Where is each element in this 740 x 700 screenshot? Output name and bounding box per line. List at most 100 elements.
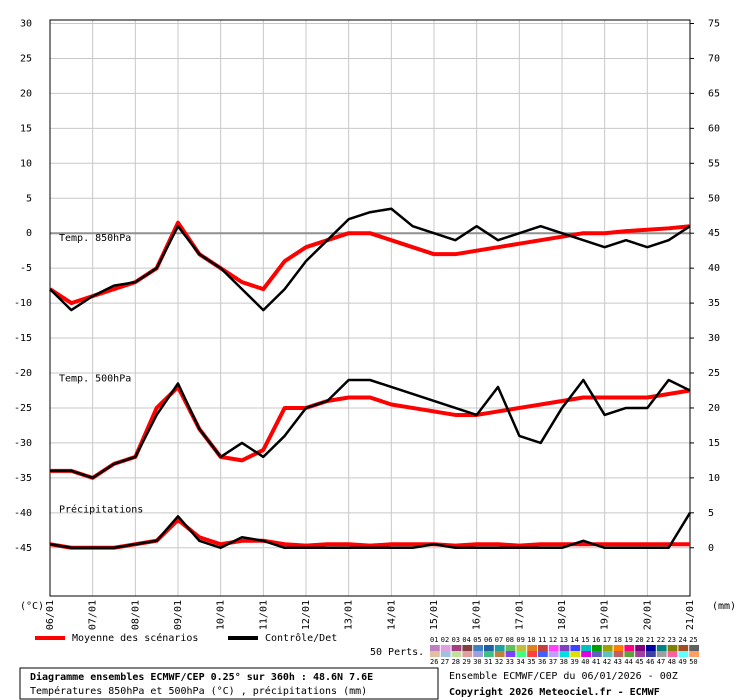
perturbation-label: 26 <box>430 658 438 666</box>
perturbation-label: 10 <box>527 636 535 644</box>
perturbation-label: 04 <box>462 636 470 644</box>
perturbation-swatch <box>635 645 645 651</box>
perturbation-label: 33 <box>506 658 514 666</box>
layer-label: Précipitations <box>59 503 143 515</box>
perturbation-label: 46 <box>646 658 654 666</box>
perturbation-label: 27 <box>441 658 449 666</box>
perturbation-label: 19 <box>624 636 632 644</box>
perturbation-label: 25 <box>689 636 697 644</box>
perturbation-swatch <box>440 651 451 657</box>
perturbation-label: 03 <box>452 636 460 644</box>
perturbation-label: 42 <box>603 658 611 666</box>
y2-tick-label: 65 <box>708 88 720 99</box>
x-tick-label: 14/01 <box>386 600 397 630</box>
footer-box <box>19 667 439 700</box>
y-tick-label: 0 <box>26 228 32 239</box>
series-line <box>50 378 691 480</box>
perturbation-swatch <box>602 645 613 651</box>
perturbation-label: 30 <box>473 658 481 666</box>
perturbation-swatch <box>538 651 548 657</box>
series-line <box>49 512 692 550</box>
perturbation-swatch <box>581 645 591 651</box>
perturbation-label: 35 <box>527 658 535 666</box>
y2-tick-label: 35 <box>708 298 720 309</box>
x-tick-label: 15/01 <box>429 600 440 630</box>
perturbations-label: 50 Perts. <box>370 647 424 658</box>
footer-subtitle: Températures 850hPa et 500hPa (°C) , pré… <box>30 685 367 697</box>
perturbation-label: 34 <box>516 658 524 666</box>
y2-tick-label: 5 <box>708 508 714 519</box>
perturbation-label: 11 <box>538 636 546 644</box>
perturbation-label: 22 <box>657 636 665 644</box>
perturbation-swatch <box>689 651 699 657</box>
perturbation-label: 16 <box>592 636 600 644</box>
perturbation-label: 43 <box>614 658 622 666</box>
y2-tick-label: 25 <box>708 368 720 379</box>
perturbation-swatch <box>559 651 570 657</box>
perturbation-swatch <box>494 645 505 651</box>
x-tick-label: 17/01 <box>514 600 525 630</box>
y2-tick-label: 20 <box>708 403 720 414</box>
perturbation-label: 05 <box>473 636 481 644</box>
perturbation-label: 15 <box>581 636 589 644</box>
perturbation-swatch <box>581 651 591 657</box>
series-line <box>49 207 691 312</box>
perturbation-swatch <box>592 651 602 657</box>
perturbation-swatch <box>462 651 473 657</box>
y-tick-label: -25 <box>14 403 32 414</box>
x-tick-label: 16/01 <box>472 600 483 630</box>
y2-axis-label: (mm) <box>712 601 736 612</box>
perturbation-swatch <box>473 651 483 657</box>
perturbation-swatch <box>505 651 516 657</box>
perturbation-swatch <box>430 645 440 651</box>
footer-title: Diagramme ensembles ECMWF/CEP 0.25° sur … <box>30 671 373 683</box>
perturbation-swatch <box>667 645 678 651</box>
perturbation-swatch <box>635 651 645 657</box>
y2-tick-label: 70 <box>708 53 720 64</box>
perturbation-swatch <box>570 645 581 651</box>
perturbation-label: 21 <box>646 636 654 644</box>
perturbation-label: 37 <box>549 658 557 666</box>
y-tick-label: -35 <box>14 473 32 484</box>
perturbation-swatch <box>646 651 656 657</box>
y2-tick-label: 0 <box>708 543 714 554</box>
perturbation-label: 31 <box>484 658 492 666</box>
perturbation-label: 39 <box>570 658 578 666</box>
y2-tick-label: 30 <box>708 333 720 344</box>
y-tick-label: -5 <box>20 263 32 274</box>
layer-label: Temp. 500hPa <box>59 374 131 385</box>
legend-label: Moyenne des scénarios <box>72 632 198 644</box>
y2-tick-label: 60 <box>708 123 720 134</box>
legend-label: Contrôle/Det <box>265 632 337 644</box>
perturbation-label: 48 <box>668 658 676 666</box>
perturbation-label: 36 <box>538 658 546 666</box>
plot-area <box>49 19 691 597</box>
perturbation-swatch <box>451 645 462 651</box>
y2-tick-label: 75 <box>708 18 720 29</box>
perturbation-label: 29 <box>462 658 470 666</box>
y2-tick-label: 40 <box>708 263 720 274</box>
perturbation-label: 49 <box>678 658 686 666</box>
perturbation-swatch <box>656 651 667 657</box>
perturbation-label: 09 <box>516 636 524 644</box>
perturbation-swatch <box>527 651 537 657</box>
perturbation-swatch <box>538 645 548 651</box>
perturbation-swatch <box>592 645 602 651</box>
perturbation-swatch <box>656 645 667 651</box>
perturbation-swatch <box>527 645 537 651</box>
perturbation-label: 07 <box>495 636 503 644</box>
perturbation-label: 45 <box>635 658 643 666</box>
perturbation-swatch <box>613 645 624 651</box>
x-tick-label: 20/01 <box>642 600 653 630</box>
y-tick-label: -10 <box>14 298 32 309</box>
perturbation-swatch <box>516 651 527 657</box>
perturbation-swatch <box>473 645 483 651</box>
perturbation-label: 47 <box>657 658 665 666</box>
y2-tick-label: 50 <box>708 193 720 204</box>
perturbation-label: 08 <box>506 636 514 644</box>
perturbation-swatch <box>624 651 635 657</box>
perturbation-swatch <box>505 645 516 651</box>
perturbation-swatch <box>613 651 624 657</box>
x-tick-label: 21/01 <box>685 600 696 630</box>
perturbation-swatch <box>570 651 581 657</box>
